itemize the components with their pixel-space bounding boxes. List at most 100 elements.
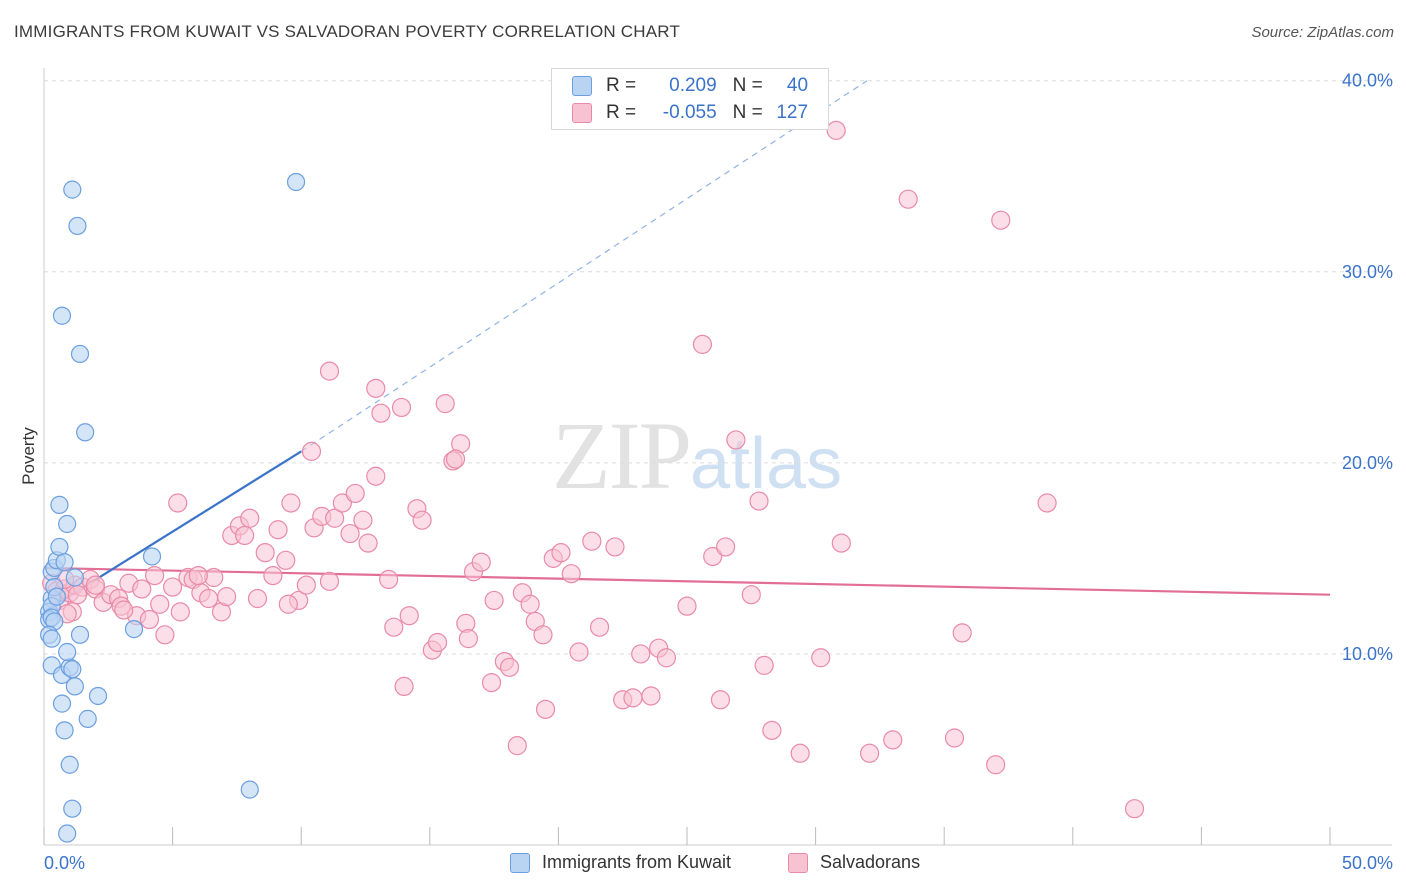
salvadorans-point — [240, 508, 260, 528]
kuwait-point — [55, 553, 74, 572]
salvadorans-point — [358, 533, 378, 553]
salvadorans-point — [353, 510, 373, 530]
n-value: 127 — [776, 102, 809, 123]
salvadorans-point — [268, 520, 288, 540]
salvadorans-point — [217, 587, 237, 607]
kuwait-point — [47, 587, 66, 606]
grid — [44, 80, 1392, 655]
kuwait-point — [58, 514, 77, 534]
salvadorans-point — [340, 523, 360, 544]
salvadorans-point — [986, 755, 1006, 775]
salvadorans-point — [481, 672, 502, 693]
salvadorans-point — [399, 606, 419, 626]
salvadorans-point — [144, 565, 165, 586]
legend-row-kuwait: R = 0.209 N = 40 — [572, 74, 808, 98]
kuwait-point — [58, 642, 77, 662]
salvadorans-point — [412, 510, 432, 530]
salvadorans-points — [42, 120, 1145, 819]
n-label: N = — [732, 75, 763, 96]
r-label: R = — [606, 75, 637, 96]
salvadorans-swatch — [572, 103, 592, 123]
legend-row-salvadorans: R = -0.055 N = 127 — [572, 101, 808, 125]
x-tick-label: 50.0% — [1342, 853, 1393, 873]
salvadorans-point — [114, 600, 134, 620]
salvadorans-point — [255, 543, 275, 563]
salvadorans-point — [384, 617, 404, 637]
salvadorans-point — [952, 623, 972, 643]
salvadorans-point — [561, 564, 581, 584]
salvadorans-point — [484, 590, 504, 611]
salvadorans-point — [67, 585, 88, 605]
salvadorans-point — [278, 594, 298, 614]
kuwait-trend-extension — [300, 80, 868, 452]
salvadorans-point — [188, 565, 208, 586]
salvadorans-point — [520, 594, 540, 614]
salvadorans-point — [276, 550, 296, 570]
salvadorans-point — [790, 743, 810, 763]
y-tick-label: 30.0% — [1342, 262, 1393, 282]
y-tick-label: 10.0% — [1342, 644, 1393, 664]
kuwait-point — [58, 824, 77, 843]
salvadorans-point — [170, 602, 190, 622]
salvadorans-point — [379, 569, 399, 590]
salvadorans-point — [762, 720, 782, 740]
salvadorans-point — [656, 648, 677, 668]
salvadorans-point — [991, 210, 1011, 230]
r-value: 0.209 — [669, 75, 717, 96]
kuwait-point — [68, 216, 87, 236]
salvadorans-point — [139, 609, 160, 630]
salvadorans-point — [623, 688, 643, 708]
salvadorans-swatch — [788, 852, 808, 873]
tick-labels: 10.0% 20.0% 30.0% 40.0% 0.0% 50.0% Poverty — [19, 71, 1393, 873]
salvadorans-point — [677, 596, 697, 616]
kuwait-point — [78, 709, 97, 728]
kuwait-point — [70, 625, 90, 644]
salvadorans-point — [281, 493, 301, 513]
salvadorans-point — [301, 441, 322, 461]
kuwait-point — [65, 677, 84, 696]
salvadorans-point — [296, 575, 316, 595]
n-value: 40 — [786, 75, 809, 96]
salvadorans-point — [569, 642, 589, 662]
legend-item-kuwait[interactable]: Immigrants from Kuwait — [510, 852, 731, 873]
salvadorans-point — [445, 449, 466, 469]
salvadorans-point — [391, 397, 412, 418]
salvadorans-point — [458, 629, 478, 649]
legend-item-salvadorans[interactable]: Salvadorans — [788, 852, 920, 873]
salvadorans-point — [535, 699, 556, 719]
salvadorans-point — [471, 552, 491, 572]
salvadorans-point — [319, 571, 340, 591]
source-credit: Source: ZipAtlas.com — [1251, 24, 1394, 41]
salvadorans-point — [345, 483, 365, 504]
salvadorans-point — [168, 493, 188, 513]
kuwait-point — [70, 344, 90, 364]
salvadorans-point — [235, 525, 255, 546]
salvadorans-point — [582, 531, 602, 551]
salvadorans-point — [726, 430, 746, 450]
salvadorans-point — [710, 690, 731, 710]
salvadorans-point — [605, 537, 625, 557]
legend-label: Immigrants from Kuwait — [542, 852, 732, 872]
salvadorans-point — [499, 657, 520, 677]
salvadorans-point — [132, 579, 152, 599]
r-value: -0.055 — [662, 102, 717, 123]
kuwait-point — [88, 686, 108, 706]
kuwait-point — [63, 799, 82, 818]
salvadorans-point — [1037, 493, 1057, 513]
kuwait-point — [50, 537, 69, 557]
salvadorans-point — [692, 334, 713, 354]
salvadorans-point — [247, 588, 268, 609]
correlation-legend: R = 0.209 N = 40 R = -0.055 N = 127 — [551, 68, 829, 130]
salvadorans-point — [631, 644, 651, 664]
salvadorans-point — [85, 575, 106, 595]
kuwait-swatch — [510, 852, 530, 873]
salvadorans-trend-line — [43, 566, 1331, 596]
axes — [43, 68, 1392, 846]
n-label: N = — [732, 102, 763, 123]
kuwait-point — [65, 568, 84, 587]
salvadorans-point — [533, 625, 553, 645]
watermark: ZIPatlas — [552, 400, 842, 511]
salvadorans-point — [883, 730, 903, 750]
salvadorans-point — [754, 655, 774, 675]
